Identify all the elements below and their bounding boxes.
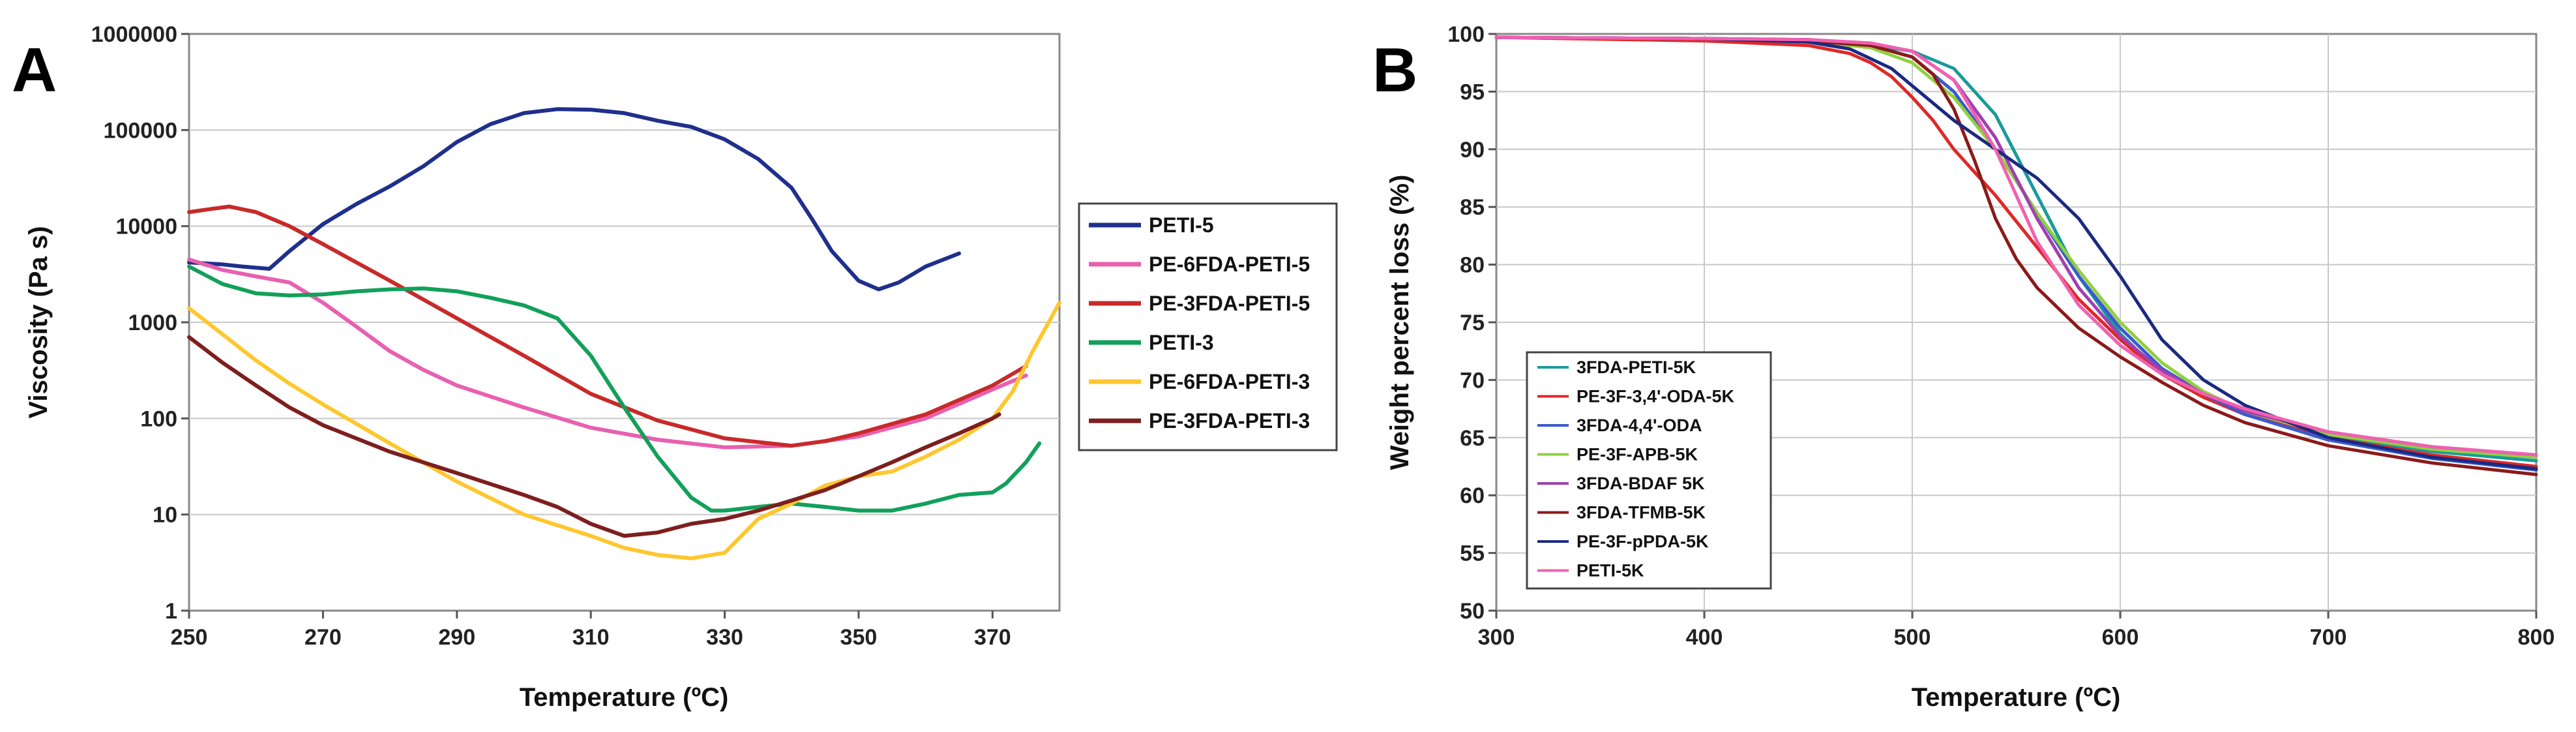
x-tick-label: 400 — [1686, 625, 1723, 650]
x-tick-label: 270 — [304, 625, 342, 650]
legend-entry-label: 3FDA-4,4'-ODA — [1577, 416, 1702, 435]
legend-box-b — [1526, 351, 1772, 590]
series-line-pe-3fda-peti-3 — [187, 335, 1001, 538]
y-tick-label: 75 — [1460, 311, 1485, 335]
x-axis-label-a: Temperature (ºC) — [520, 683, 729, 712]
legend-entry-label: 3FDA-PETI-5K — [1577, 358, 1696, 377]
y-tick-label: 80 — [1460, 253, 1485, 278]
y-tick-label: 10 — [153, 503, 177, 528]
x-tick-label: 500 — [1894, 625, 1931, 650]
x-axis-label-b: Temperature (ºC) — [1912, 683, 2121, 712]
x-tick-label: 290 — [438, 625, 475, 650]
y-tick-label: 65 — [1460, 426, 1485, 451]
series-line-peti-5 — [187, 107, 961, 292]
legend-entry-label: PETI-3 — [1149, 331, 1214, 354]
panel-label-b: B — [1372, 35, 1417, 105]
y-tick-label: 100000 — [104, 118, 177, 143]
legend-entry-label: PE-6FDA-PETI-3 — [1149, 370, 1310, 393]
y-tick-label: 100 — [140, 406, 177, 431]
legend-entry-label: PE-3F-pPDA-5K — [1577, 532, 1709, 551]
series-line-peti-5k — [1494, 35, 2538, 457]
x-tick-label: 310 — [572, 625, 610, 650]
x-tick-label: 350 — [840, 625, 878, 650]
legend-entry-label: PETI-5 — [1149, 213, 1214, 237]
x-tick-label: 330 — [706, 625, 743, 650]
legend-entry-label: 3FDA-TFMB-5K — [1577, 503, 1706, 523]
legend-entry-label: PE-6FDA-PETI-5 — [1149, 252, 1310, 276]
legend-entry-label: PE-3F-APB-5K — [1577, 445, 1698, 465]
x-tick-label: 600 — [2102, 625, 2139, 650]
y-axis-label-b: Weight percent loss (%) — [1385, 175, 1414, 470]
y-tick-label: 1 — [165, 599, 177, 624]
x-tick-label: 700 — [2310, 625, 2347, 650]
legend-entry-label: PETI-5K — [1577, 561, 1644, 581]
y-tick-label: 1000000 — [91, 22, 177, 47]
y-tick-label: 85 — [1460, 195, 1485, 220]
chart-a: A 1 10 100 1000 10000 100000 1000000 250 270 290 3… — [12, 22, 1338, 712]
y-tick-label: 70 — [1460, 368, 1485, 393]
y-tick-label: 55 — [1460, 541, 1485, 566]
series-line-peti-3 — [187, 264, 1042, 513]
y-axis-label-a: Viscosity (Pa s) — [24, 226, 53, 419]
legend-b: 3FDA-PETI-5K PE-3F-3,4'-ODA-5K 3FDA-4,4'-O… — [1526, 351, 1772, 590]
series-line-3fda-tfmb-5k — [1494, 35, 2538, 476]
chart-b: B 50 55 60 65 70 75 80 85 90 95 100 300 400 500 600 700… — [1372, 22, 2554, 712]
legend-entry-label: PE-3FDA-PETI-3 — [1149, 409, 1310, 433]
y-tick-label: 50 — [1460, 599, 1485, 624]
y-tick-label: 100 — [1447, 22, 1485, 47]
y-tick-label: 90 — [1460, 138, 1485, 162]
y-tick-label: 1000 — [128, 311, 177, 335]
series-line-pe-3f-ppda-5k — [1494, 35, 2538, 470]
series-line-pe-6fda-peti-5 — [187, 257, 1028, 450]
y-tick-label: 60 — [1460, 483, 1485, 508]
legend-entry-label: 3FDA-BDAF 5K — [1577, 474, 1705, 493]
series-line-pe-6fda-peti-3 — [187, 300, 1061, 560]
x-tick-label: 250 — [171, 625, 208, 650]
series-line-pe-3fda-peti-5 — [187, 204, 1028, 448]
y-tick-label: 10000 — [115, 215, 177, 239]
x-tick-label: 300 — [1478, 625, 1515, 650]
x-tick-label: 800 — [2518, 625, 2555, 650]
y-tick-label: 95 — [1460, 80, 1485, 104]
legend-box-a — [1078, 202, 1338, 451]
legend-entry-label: PE-3FDA-PETI-5 — [1149, 292, 1310, 315]
panel-label-a: A — [12, 35, 57, 105]
legend-a: PETI-5 PE-6FDA-PETI-5 PE-3FDA-PETI-5 PETI-3… — [1078, 202, 1338, 451]
x-tick-label: 370 — [974, 625, 1011, 650]
legend-entry-label: PE-3F-3,4'-ODA-5K — [1577, 387, 1734, 406]
